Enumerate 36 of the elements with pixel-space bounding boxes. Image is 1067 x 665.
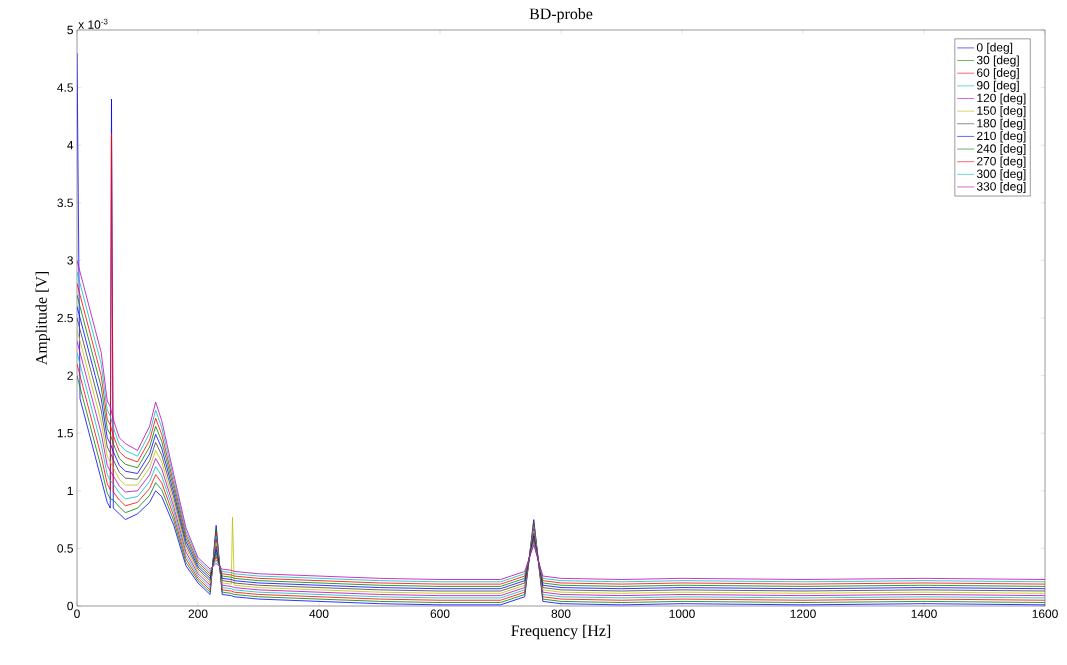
text: x 10$^{-3}$ (78, 18, 108, 29)
legend-label: 180 [deg] (977, 118, 1026, 130)
chart-title: BD-probe (529, 8, 593, 23)
x-tick-label: 1000 (669, 609, 695, 618)
x-tick-label: 1200 (790, 609, 816, 618)
x-tick-label: 0 (74, 609, 80, 618)
legend-label: 120 [deg] (977, 93, 1026, 105)
x-tick-label: 800 (551, 609, 571, 618)
y-tick-label: 2.5 (57, 313, 73, 323)
x-tick-label: 1600 (1032, 609, 1058, 618)
y-tick-label: 1.5 (57, 429, 73, 438)
y-tick-label: 0 (67, 601, 74, 611)
legend-label: 150 [deg] (977, 106, 1026, 118)
legend-label: 240 [deg] (977, 143, 1026, 156)
y-tick-label: 0.5 (57, 544, 73, 553)
legend-label: 270 [deg] (977, 156, 1026, 168)
y-axis-title: Amplitude [V] (35, 272, 51, 365)
x-tick-label: 600 (430, 609, 450, 618)
x-tick-label: 200 (188, 609, 208, 618)
legend-label: 30 [deg] (976, 55, 1019, 67)
y-tick-label: 5 (67, 25, 73, 35)
legend-label: 300 [deg] (976, 169, 1026, 181)
x-axis-title: Frequency [Hz] (511, 624, 611, 640)
y-tick-label: 2 (67, 371, 73, 380)
legend-label: 90 [deg] (977, 80, 1019, 92)
x-tick-label: 1400 (911, 609, 937, 618)
legend-label: 0 [deg] (976, 42, 1013, 54)
y-tick-label: 3 (67, 256, 73, 265)
y-tick-label: 4 (67, 141, 74, 150)
x-tick-label: 400 (309, 609, 329, 618)
y-tick-label: 4.5 (57, 83, 73, 92)
legend-label: 330 [deg] (976, 181, 1026, 194)
legend-label: 60 [deg] (977, 68, 1019, 80)
y-tick-label: 1 (67, 486, 73, 495)
y-tick-label: 3.5 (57, 198, 73, 208)
legend-label: 210 [deg] (977, 131, 1026, 143)
